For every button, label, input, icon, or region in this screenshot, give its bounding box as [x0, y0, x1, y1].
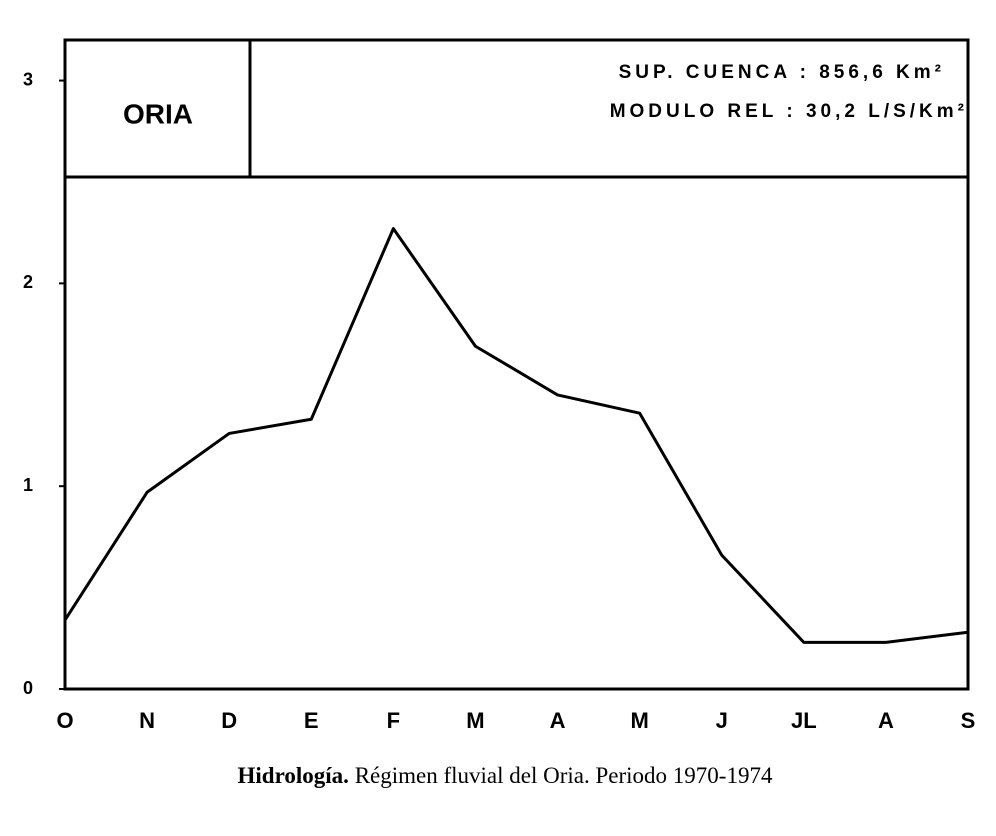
data-line [63, 227, 969, 644]
x-tick-label: JL [791, 708, 817, 733]
caption-text: Régimen fluvial del Oria. Periodo 1970-1… [355, 763, 773, 788]
x-tick-label: S [961, 708, 976, 733]
x-tick-label: M [466, 708, 484, 733]
caption-bold: Hidrología. [238, 763, 349, 788]
y-tick-label: 0 [23, 678, 33, 698]
x-tick-label: A [878, 708, 894, 733]
x-tick-label: J [716, 708, 728, 733]
x-tick-label: M [630, 708, 648, 733]
y-tick-label: 1 [23, 475, 33, 495]
x-tick-label: O [56, 708, 73, 733]
x-tick-label: F [387, 708, 400, 733]
y-tick-label: 2 [23, 272, 33, 292]
box-line: SUP. CUENCA : 856,6 Km² [619, 62, 945, 83]
caption: Hidrología. Régimen fluvial del Oria. Pe… [238, 763, 773, 788]
x-tick-label: D [221, 708, 237, 733]
plot-frame [63, 38, 970, 691]
y-tick-label: 3 [23, 69, 33, 89]
box-title: ORIA [123, 98, 193, 129]
x-tick-label: N [139, 708, 155, 733]
x-tick-label: E [304, 708, 319, 733]
box-line: MODULO REL : 30,2 L/S/Km² [610, 101, 968, 122]
x-tick-label: A [550, 708, 566, 733]
